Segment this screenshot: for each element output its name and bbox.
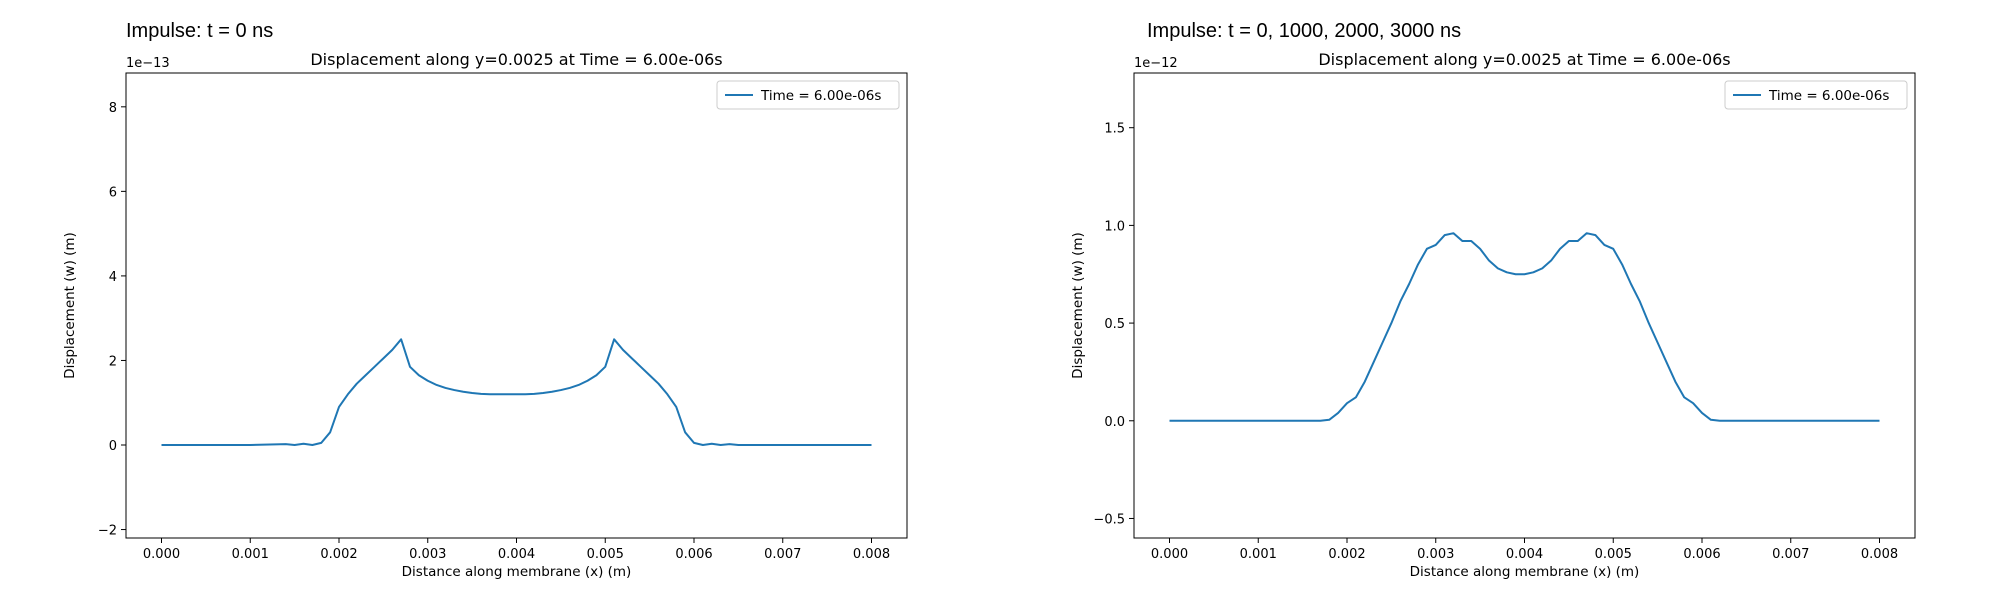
y-tick-label: 4 xyxy=(109,270,117,285)
x-tick-label: 0.002 xyxy=(1328,547,1365,562)
plot-0: Displacement along y=0.0025 at Time = 6.… xyxy=(62,50,908,580)
y-axis-label: Displacement (w) (m) xyxy=(1070,232,1086,379)
x-tick-label: 0.005 xyxy=(1595,547,1632,562)
y-tick-label: 1.5 xyxy=(1104,122,1125,137)
y-tick-label: 0 xyxy=(109,439,117,454)
plot-title: Displacement along y=0.0025 at Time = 6.… xyxy=(1318,50,1730,69)
y-tick-label: 1.0 xyxy=(1104,219,1125,234)
x-tick-label: 0.004 xyxy=(498,547,535,562)
series-line xyxy=(161,338,872,446)
y-tick-label: −0.5 xyxy=(1093,512,1125,527)
series-line xyxy=(1169,232,1880,422)
plot-1: Displacement along y=0.0025 at Time = 6.… xyxy=(1070,50,1916,580)
figure-suptitle-right: Impulse: t = 0, 1000, 2000, 3000 ns xyxy=(1147,20,1462,42)
x-tick-label: 0.002 xyxy=(320,547,357,562)
x-tick-label: 0.003 xyxy=(409,547,446,562)
x-tick-label: 0.000 xyxy=(1151,547,1188,562)
legend: Time = 6.00e-06s xyxy=(716,80,900,110)
y-axis-label: Displacement (w) (m) xyxy=(62,232,78,379)
x-tick-label: 0.001 xyxy=(1240,547,1277,562)
y-tick-label: 0.5 xyxy=(1104,317,1125,332)
x-tick-label: 0.004 xyxy=(1506,547,1543,562)
y-tick-label: 8 xyxy=(109,101,117,116)
figure-suptitle-left: Impulse: t = 0 ns xyxy=(126,20,274,42)
y-tick-label: 0.0 xyxy=(1104,415,1125,430)
legend-box xyxy=(716,80,900,110)
y-offset-label: 1e−12 xyxy=(1134,56,1178,71)
plot-frame xyxy=(125,72,908,539)
x-tick-label: 0.001 xyxy=(232,547,269,562)
legend-entry: Time = 6.00e-06s xyxy=(1768,88,1889,104)
x-tick-label: 0.005 xyxy=(587,547,624,562)
x-tick-label: 0.006 xyxy=(1683,547,1720,562)
x-tick-label: 0.007 xyxy=(1772,547,1809,562)
y-tick-label: 2 xyxy=(109,354,117,369)
legend: Time = 6.00e-06s xyxy=(1724,80,1908,110)
x-tick-label: 0.006 xyxy=(675,547,712,562)
legend-entry: Time = 6.00e-06s xyxy=(760,88,881,104)
x-axis-label: Distance along membrane (x) (m) xyxy=(402,564,632,580)
y-offset-label: 1e−13 xyxy=(126,56,170,71)
x-axis-label: Distance along membrane (x) (m) xyxy=(1410,564,1640,580)
x-tick-label: 0.003 xyxy=(1417,547,1454,562)
x-tick-label: 0.008 xyxy=(853,547,890,562)
y-tick-label: −2 xyxy=(98,524,117,539)
plot-title: Displacement along y=0.0025 at Time = 6.… xyxy=(310,50,722,69)
plot-frame xyxy=(1133,72,1916,539)
y-tick-label: 6 xyxy=(109,185,117,200)
x-tick-label: 0.008 xyxy=(1861,547,1898,562)
x-tick-label: 0.007 xyxy=(764,547,801,562)
legend-box xyxy=(1724,80,1908,110)
x-tick-label: 0.000 xyxy=(143,547,180,562)
